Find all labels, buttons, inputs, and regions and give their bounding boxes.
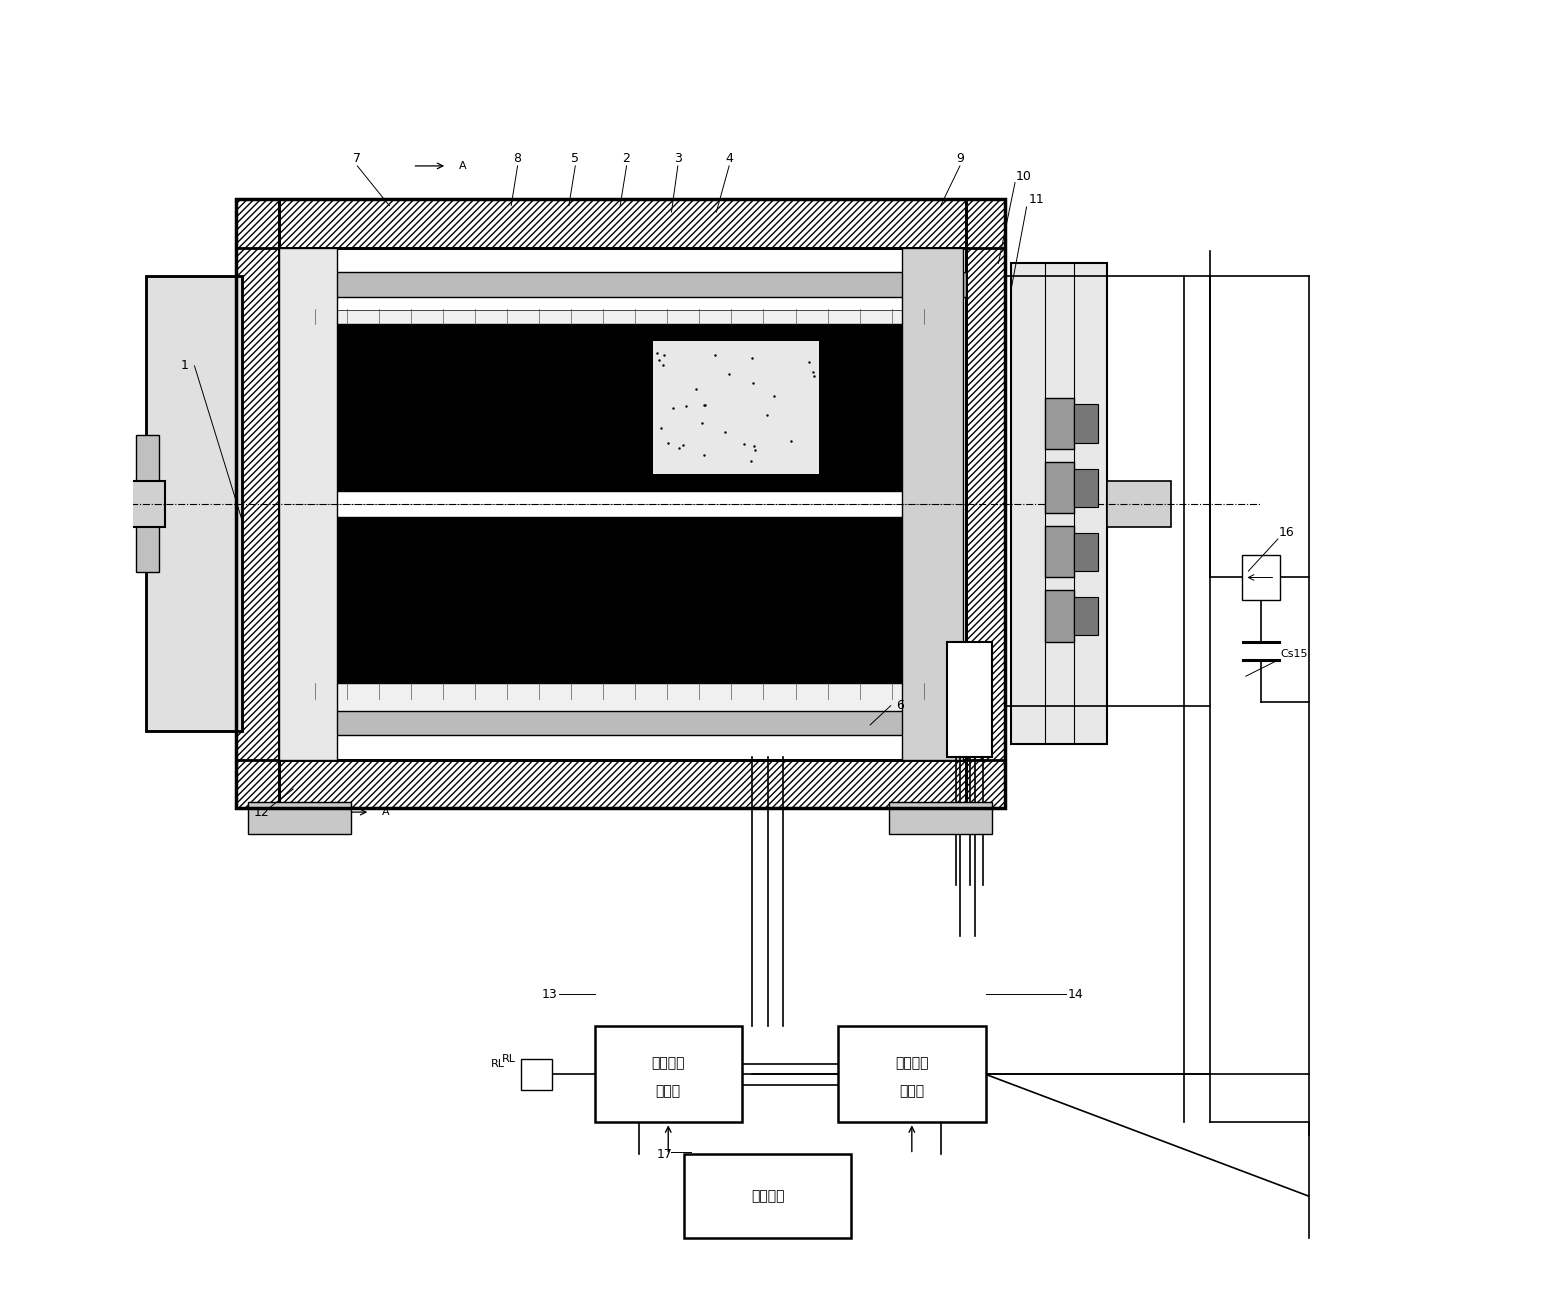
Text: 10: 10 bbox=[1015, 170, 1033, 183]
Bar bbox=[1045, 398, 1074, 450]
Text: A: A bbox=[458, 161, 466, 171]
Text: RL: RL bbox=[502, 1054, 515, 1064]
Bar bbox=[146, 276, 241, 731]
Text: RL: RL bbox=[491, 1059, 505, 1069]
Text: 5: 5 bbox=[571, 152, 579, 165]
Text: 6: 6 bbox=[896, 700, 904, 713]
Bar bbox=[947, 642, 992, 757]
Bar bbox=[235, 759, 1005, 809]
Bar bbox=[289, 517, 950, 683]
Bar bbox=[966, 200, 1005, 809]
Text: 控制组件: 控制组件 bbox=[751, 1190, 785, 1203]
Bar bbox=[289, 683, 950, 710]
Bar bbox=[146, 276, 241, 731]
Bar bbox=[235, 200, 279, 809]
Text: 2: 2 bbox=[622, 152, 630, 165]
Text: 9: 9 bbox=[957, 152, 964, 165]
Text: 11: 11 bbox=[1029, 193, 1045, 206]
Bar bbox=[62, 481, 166, 527]
Bar bbox=[1074, 596, 1098, 635]
Bar bbox=[684, 1155, 851, 1238]
Bar bbox=[289, 310, 950, 324]
Bar bbox=[279, 710, 966, 735]
Text: 13: 13 bbox=[542, 988, 557, 1001]
Text: 14: 14 bbox=[1068, 988, 1084, 1001]
Bar bbox=[235, 200, 1005, 248]
Bar bbox=[901, 248, 963, 759]
Bar bbox=[1074, 469, 1098, 507]
Bar bbox=[235, 759, 1005, 809]
Bar bbox=[890, 802, 992, 833]
Bar bbox=[1045, 590, 1074, 642]
Text: 第二功率: 第二功率 bbox=[895, 1056, 929, 1069]
Bar bbox=[522, 1059, 553, 1090]
Bar bbox=[594, 1026, 741, 1122]
Bar bbox=[279, 248, 337, 759]
Text: 7: 7 bbox=[353, 152, 361, 165]
Text: 1: 1 bbox=[180, 359, 189, 372]
Bar bbox=[84, 470, 116, 537]
Text: 16: 16 bbox=[1279, 526, 1294, 539]
Text: 8: 8 bbox=[514, 152, 522, 165]
Text: 17: 17 bbox=[656, 1148, 673, 1161]
Bar bbox=[1045, 463, 1074, 513]
Bar bbox=[1241, 555, 1280, 600]
Bar bbox=[235, 200, 279, 809]
Bar bbox=[235, 200, 1005, 248]
Text: 变换器: 变换器 bbox=[899, 1085, 924, 1099]
Bar bbox=[248, 802, 351, 833]
Text: 3: 3 bbox=[673, 152, 681, 165]
Bar bbox=[279, 272, 966, 297]
Bar bbox=[1074, 533, 1098, 572]
Text: 12: 12 bbox=[254, 806, 269, 819]
Bar bbox=[1045, 526, 1074, 578]
Bar bbox=[837, 1026, 986, 1122]
Bar bbox=[289, 324, 950, 491]
Text: 第一功率: 第一功率 bbox=[652, 1056, 684, 1069]
Bar bbox=[235, 200, 1005, 809]
Text: A: A bbox=[382, 807, 390, 816]
Bar bbox=[1107, 481, 1172, 527]
Bar bbox=[1074, 404, 1098, 443]
Text: 4: 4 bbox=[724, 152, 734, 165]
Text: Cs15: Cs15 bbox=[1280, 649, 1308, 660]
Bar bbox=[1011, 263, 1107, 744]
Bar bbox=[136, 435, 158, 572]
Bar bbox=[966, 200, 1005, 809]
Bar bbox=[653, 341, 819, 474]
Text: 变换器: 变换器 bbox=[656, 1085, 681, 1099]
